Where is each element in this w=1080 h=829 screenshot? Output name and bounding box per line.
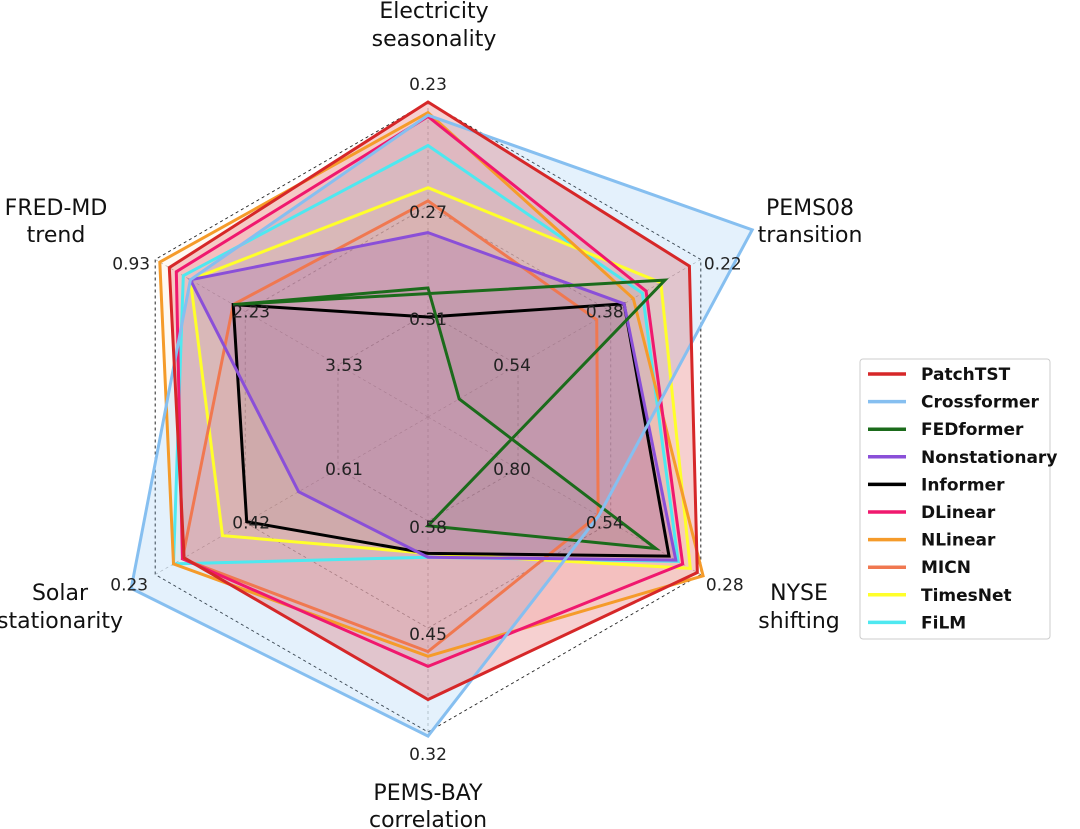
legend-label: Crossformer — [921, 393, 1039, 413]
tick-label: 0.22 — [704, 255, 742, 275]
axis-label-line1: PEMS-BAY — [373, 781, 483, 806]
legend-label: TimesNet — [921, 586, 1012, 606]
legend-label: PatchTST — [921, 365, 1011, 385]
series-fill-informer — [233, 303, 669, 557]
legend-label: NLinear — [921, 531, 996, 551]
grid-spoke — [155, 259, 429, 418]
tick-label: 0.80 — [493, 460, 531, 480]
legend: PatchTST Crossformer FEDformer Nonstationar… — [859, 358, 1057, 640]
tick-label: 0.45 — [409, 625, 447, 645]
series-fill-dlinear — [176, 116, 683, 667]
grid-spoke — [155, 416, 429, 575]
legend-label: FiLM — [921, 613, 966, 633]
tick-label: 0.54 — [586, 514, 624, 534]
tick-label: 0.38 — [586, 303, 624, 323]
series-line-patchtst — [167, 100, 699, 702]
tick-label: 0.93 — [112, 255, 150, 275]
axis-label-line2: stationarity — [0, 609, 123, 634]
axis-label-line2: transition — [758, 223, 863, 248]
axis-label-line1: Solar — [32, 581, 89, 606]
axis-label-line2: seasonality — [372, 27, 497, 52]
series-fill-nonstationary — [190, 232, 676, 561]
legend-label: Informer — [921, 475, 1005, 495]
tick-label: 0.23 — [409, 75, 447, 95]
grid-spoke — [427, 259, 701, 418]
series-line-crossformer — [129, 113, 755, 738]
series-fill-crossformer — [131, 115, 753, 737]
series-fill-fedformer — [233, 280, 665, 549]
series-fill-nlinear — [159, 112, 704, 657]
series-fill-patchtst — [169, 102, 698, 700]
legend-label: DLinear — [921, 503, 996, 523]
tick-label: 0.31 — [409, 310, 447, 330]
series-line-nlinear — [158, 110, 705, 658]
radar-grid — [154, 101, 702, 733]
axis-label-line1: FRED-MD — [5, 196, 108, 221]
axis-label-line2: shifting — [758, 609, 840, 634]
legend-box — [859, 358, 1051, 640]
grid-spoke — [427, 416, 701, 575]
tick-label: 0.23 — [110, 576, 148, 596]
tick-label: 0.28 — [706, 576, 744, 596]
tick-label: 0.27 — [409, 203, 447, 223]
axis-label-line2: trend — [27, 223, 86, 248]
axis-label-line1: Electricity — [379, 0, 488, 24]
tick-label: 0.61 — [325, 460, 363, 480]
series-fill-film — [173, 145, 679, 564]
tick-label: 0.54 — [493, 356, 531, 376]
legend-label: MICN — [921, 558, 971, 578]
tick-label: 0.42 — [232, 514, 270, 534]
tick-labels: 0.23 0.27 0.31 0.22 0.38 0.54 0.28 0.54 0.80 0.32… — [110, 75, 743, 765]
axis-label-line1: PEMS08 — [766, 196, 854, 221]
tick-label: 0.58 — [409, 518, 447, 538]
series-group — [129, 100, 755, 738]
series-line-fedformer — [233, 278, 669, 551]
tick-label: 0.32 — [409, 745, 447, 765]
axis-label-line1: NYSE — [770, 581, 828, 606]
legend-label: FEDformer — [921, 420, 1024, 440]
axis-label-line2: correlation — [369, 808, 487, 829]
tick-label: 2.23 — [232, 303, 270, 323]
tick-label: 3.53 — [325, 356, 363, 376]
legend-label: Nonstationary — [921, 448, 1057, 468]
series-line-dlinear — [174, 114, 685, 669]
